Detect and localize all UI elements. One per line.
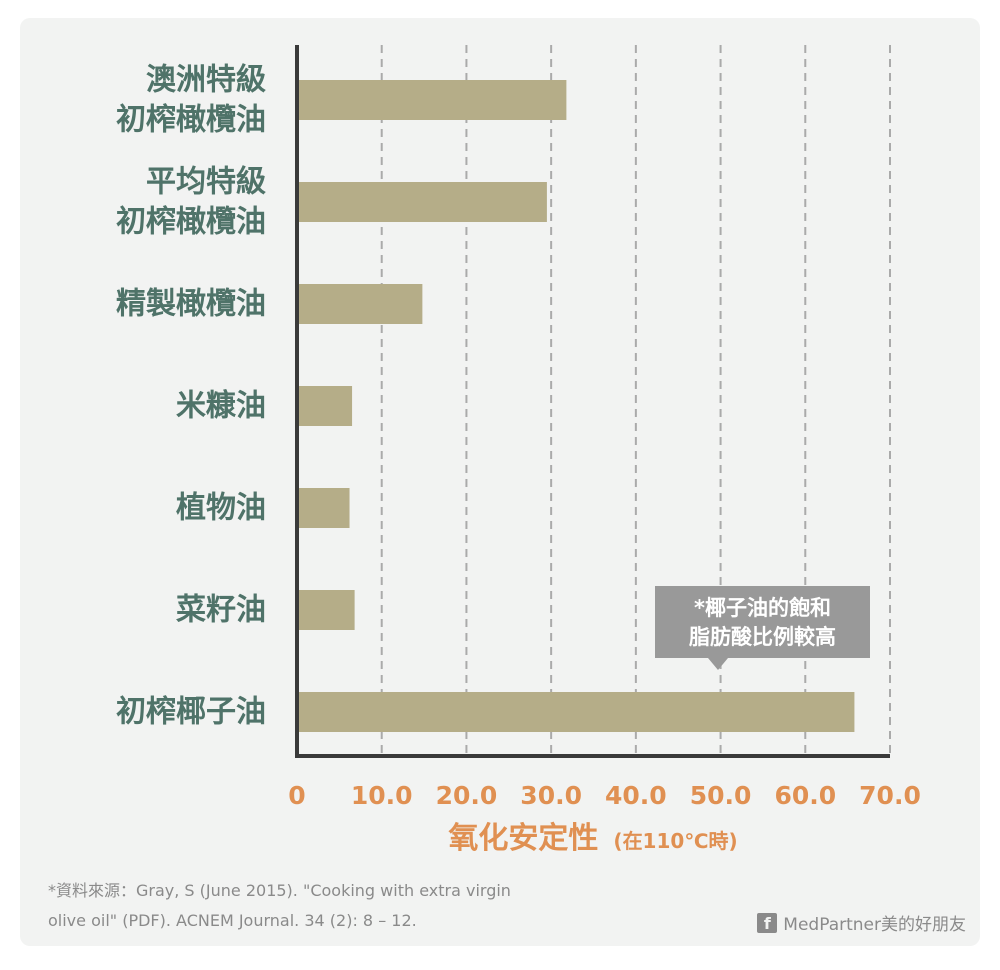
bar (297, 590, 355, 630)
bar (297, 692, 855, 732)
brand-credit: f MedPartner美的好朋友 (757, 910, 966, 935)
x-tick-label: 40.0 (605, 781, 667, 810)
bar (297, 284, 423, 324)
category-label: 初榨橄欖油 (116, 103, 266, 138)
bar (297, 80, 567, 120)
chart-card (20, 18, 980, 946)
axes (295, 45, 890, 758)
category-label: 菜籽油 (176, 593, 266, 628)
x-tick-label: 20.0 (436, 781, 498, 810)
bar (297, 488, 350, 528)
x-axis-label: 氧化安定性 (在110℃時) (448, 821, 737, 856)
annotation-text: *椰子油的飽和 (694, 596, 831, 620)
category-label: 植物油 (176, 491, 266, 526)
annotation-box (655, 586, 870, 658)
source-line-2: olive oil" (PDF). ACNEM Journal. 34 (2):… (48, 911, 417, 930)
source-citation: *資料來源：Gray, S (June 2015). "Cooking with… (48, 876, 688, 936)
annotation-pointer (708, 658, 728, 670)
x-tick-label: 70.0 (859, 781, 921, 810)
x-tick-label: 30.0 (520, 781, 582, 810)
x-tick-label: 50.0 (690, 781, 752, 810)
x-tick-label: 10.0 (351, 781, 413, 810)
category-label: 精製橄欖油 (116, 287, 266, 322)
category-label: 澳洲特級 (146, 63, 266, 98)
category-label: 初榨橄欖油 (116, 205, 266, 240)
x-tick-label: 60.0 (774, 781, 836, 810)
x-tick-labels: 0 10.0 20.0 30.0 40.0 50.0 60.0 70.0 (288, 781, 921, 810)
brand-name: MedPartner美的好朋友 (783, 915, 966, 935)
facebook-icon: f (757, 912, 778, 933)
x-tick-label: 0 (288, 781, 305, 810)
source-line-1: *資料來源：Gray, S (June 2015). "Cooking with… (48, 881, 511, 900)
category-label: 米糠油 (176, 389, 266, 424)
category-label: 平均特級 (146, 165, 266, 200)
bar (297, 182, 547, 222)
bar (297, 386, 353, 426)
category-label: 初榨椰子油 (116, 695, 266, 730)
x-axis-title: 氧化安定性 (448, 821, 598, 856)
annotation-text: 脂肪酸比例較高 (689, 625, 836, 649)
x-axis-unit: (在110℃時) (613, 829, 737, 853)
bars (297, 80, 855, 732)
